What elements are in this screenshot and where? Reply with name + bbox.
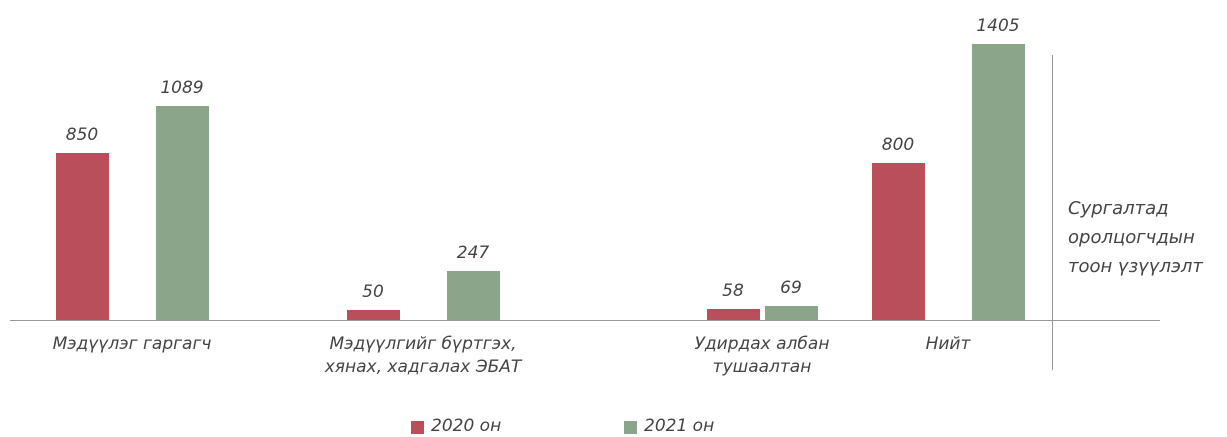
legend-swatch [411, 421, 424, 434]
x-tick-label: Мэдүүлэг гаргагч [52, 334, 212, 354]
data-label: 1405 [976, 16, 1020, 36]
bar [446, 271, 500, 320]
bar [706, 308, 760, 320]
legend-label: 2021 он [644, 416, 715, 436]
baseline [10, 320, 1160, 321]
data-label: 850 [65, 125, 99, 146]
data-label: 800 [881, 134, 915, 155]
annotation: тоон үзүүлэлт [1068, 256, 1203, 277]
data-label: 247 [456, 243, 490, 264]
data-label: 50 [362, 282, 384, 303]
bar [971, 44, 1025, 320]
data-label: 1089 [160, 78, 204, 99]
x-tick-label: Нийт [925, 334, 971, 354]
bar [764, 306, 818, 320]
bar [155, 106, 209, 320]
data-label: 58 [722, 280, 744, 301]
annotation: оролцогчдын [1068, 227, 1195, 248]
divider [1052, 55, 1053, 370]
annotation: Сургалтад [1068, 198, 1169, 219]
data-label: 69 [780, 278, 802, 299]
bar [346, 310, 400, 320]
bar [871, 162, 925, 320]
bar [55, 153, 109, 320]
x-tick-label: Мэдүүлгийг бүртгэх, хянах, хадгалах ЭБАТ [324, 334, 522, 377]
legend-label: 2020 он [431, 416, 502, 436]
legend-swatch [624, 421, 637, 434]
x-tick-label: Удирдах албан тушаалтан [694, 334, 830, 377]
